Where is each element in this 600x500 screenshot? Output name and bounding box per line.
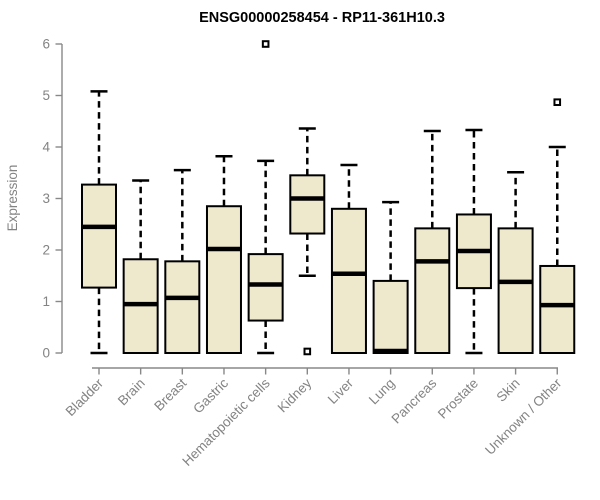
x-tick-label: Breast xyxy=(151,375,189,413)
x-tick-label: Gastric xyxy=(190,375,231,416)
y-tick-label: 6 xyxy=(42,37,50,52)
boxplot-breast xyxy=(164,168,201,354)
x-tick-label: Liver xyxy=(325,375,357,407)
box-rect xyxy=(414,227,451,354)
x-tick-label: Pancreas xyxy=(388,375,439,426)
boxplot-unknown-other xyxy=(539,98,576,354)
box-rect xyxy=(330,207,367,354)
y-tick-label: 3 xyxy=(42,191,50,206)
box-rect xyxy=(289,174,326,235)
boxplot-lung xyxy=(372,200,409,354)
boxplot-brain xyxy=(122,179,159,354)
box-rect xyxy=(247,253,284,322)
y-axis: 0 1 2 3 4 5 6 xyxy=(42,37,63,361)
y-tick-label: 1 xyxy=(42,294,50,309)
boxplot-kidney xyxy=(289,127,326,356)
boxplot-gastric xyxy=(205,155,242,354)
outlier-point xyxy=(553,98,562,106)
x-tick-label: Unknown / Other xyxy=(482,375,565,458)
x-tick-label: Lung xyxy=(366,376,398,408)
boxplot-bladder xyxy=(81,90,117,355)
y-tick-label: 2 xyxy=(42,243,50,258)
box-rect xyxy=(81,183,117,289)
x-tick-label: Prostate xyxy=(435,376,481,422)
outlier-point xyxy=(303,347,312,356)
box-series xyxy=(81,40,576,356)
x-tick-label: Kidney xyxy=(275,375,315,415)
y-tick-label: 4 xyxy=(42,140,50,155)
box-rect xyxy=(372,279,409,354)
y-tick-label: 0 xyxy=(42,346,50,361)
x-tick-label: Brain xyxy=(115,376,148,409)
box-rect xyxy=(497,227,534,354)
boxplot-skin xyxy=(497,170,534,354)
y-axis-label: Expression xyxy=(5,165,20,232)
x-tick-label: Bladder xyxy=(63,375,107,419)
boxplot-prostate xyxy=(455,128,492,355)
box-rect xyxy=(205,205,242,354)
outlier-point xyxy=(261,40,270,48)
y-tick-label: 5 xyxy=(42,88,50,103)
box-rect xyxy=(539,264,576,354)
boxplot-hematopoietic-cells xyxy=(247,40,284,355)
boxplot-pancreas xyxy=(414,129,451,354)
boxplot-liver xyxy=(330,163,367,354)
box-rect xyxy=(164,260,201,354)
chart-title: ENSG00000258454 - RP11-361H10.3 xyxy=(199,10,445,26)
x-tick-label: Skin xyxy=(494,376,523,405)
